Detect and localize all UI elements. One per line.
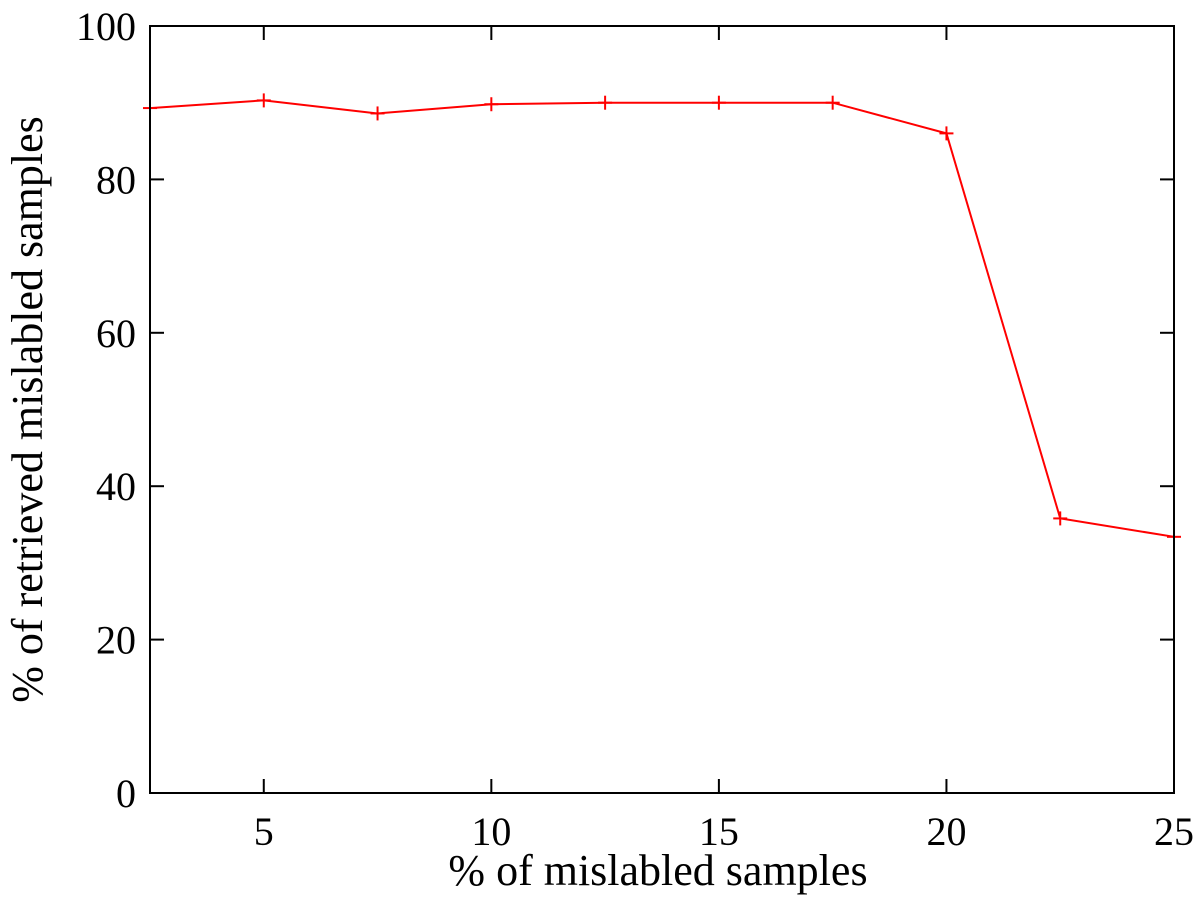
x-tick-label: 15 <box>699 809 739 854</box>
y-tick-label: 20 <box>96 618 136 663</box>
data-point-marker <box>711 95 726 110</box>
data-point-marker <box>370 106 385 121</box>
data-point-marker <box>939 126 954 141</box>
axis-ticks <box>150 25 1175 794</box>
y-tick-label: 0 <box>116 771 136 816</box>
data-point-marker <box>484 97 499 112</box>
data-point-marker <box>598 95 613 110</box>
y-tick-label: 100 <box>76 4 136 49</box>
x-tick-label: 25 <box>1154 809 1194 854</box>
data-point-marker <box>825 95 840 110</box>
x-tick-label: 20 <box>926 809 966 854</box>
y-tick-label: 80 <box>96 157 136 202</box>
data-series <box>143 93 1181 544</box>
plot-frame <box>149 25 1175 794</box>
x-tick-label: 5 <box>254 809 274 854</box>
x-tick-label: 10 <box>471 809 511 854</box>
tick-labels: 0 20 40 60 80 100 5 10 15 20 25 <box>76 4 1194 854</box>
data-point-marker <box>256 93 271 108</box>
x-axis-title: % of mislabled samples <box>448 846 867 895</box>
series-line <box>149 99 1175 538</box>
y-tick-label: 60 <box>96 311 136 356</box>
y-axis-title: % of retrieved mislabled samples <box>3 116 52 702</box>
data-point-marker <box>1053 511 1068 526</box>
y-tick-label: 40 <box>96 464 136 509</box>
